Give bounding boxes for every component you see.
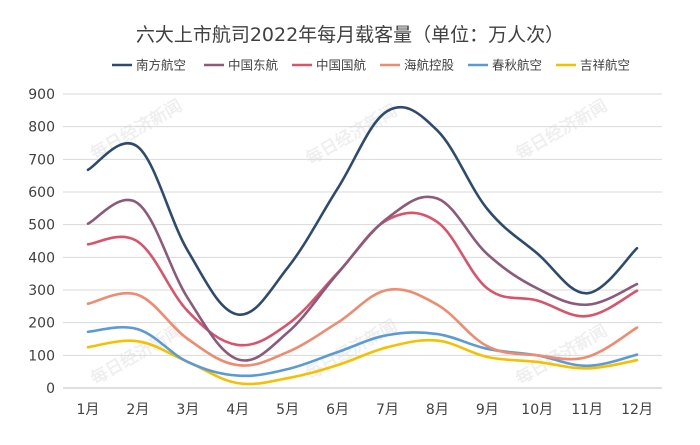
x-tick-label: 8月 xyxy=(426,402,449,418)
x-tick-label: 10月 xyxy=(521,402,553,418)
x-tick-label: 7月 xyxy=(376,402,399,418)
x-tick-label: 4月 xyxy=(226,402,249,418)
y-tick-label: 800 xyxy=(28,120,55,136)
legend-label: 中国东航 xyxy=(228,58,279,73)
series-line-海航控股 xyxy=(86,287,639,367)
x-tick-label: 12月 xyxy=(621,402,653,418)
legend-label: 海航控股 xyxy=(404,58,455,73)
x-tick-label: 1月 xyxy=(76,402,99,418)
y-tick-label: 600 xyxy=(28,185,55,201)
x-axis: 1月 2月 3月 4月 5月 6月 7月 8月 9月 10月 11月 12月 xyxy=(76,402,652,418)
y-tick-label: 500 xyxy=(28,218,55,234)
series-line-中国东航 xyxy=(86,195,639,362)
watermark-text: 每日经济新闻 xyxy=(87,95,186,164)
x-tick-label: 3月 xyxy=(176,402,199,418)
series-line-南方航空 xyxy=(86,105,639,316)
legend-item: 海航控股 xyxy=(380,58,455,73)
watermark-text: 每日经济新闻 xyxy=(512,95,611,164)
legend-label: 中国国航 xyxy=(316,58,367,73)
legend-label: 春秋航空 xyxy=(492,58,542,73)
chart-title: 六大上市航司2022年每月载客量（单位：万人次） xyxy=(136,24,564,46)
legend-item: 中国国航 xyxy=(292,58,367,73)
y-axis: 0 100 200 300 400 500 600 700 800 900 xyxy=(28,87,55,397)
y-tick-label: 700 xyxy=(28,152,55,168)
legend-item: 春秋航空 xyxy=(468,58,542,73)
legend-item: 中国东航 xyxy=(204,58,279,73)
legend-label: 南方航空 xyxy=(136,58,186,73)
y-tick-label: 900 xyxy=(28,87,55,103)
watermark-text: 每日经济新闻 xyxy=(302,315,401,384)
y-tick-label: 400 xyxy=(28,250,55,266)
y-tick-label: 300 xyxy=(28,283,55,299)
x-tick-label: 2月 xyxy=(126,402,149,418)
legend: 南方航空 中国东航 中国国航 海航控股 春秋航空 吉祥航空 xyxy=(112,58,630,73)
x-tick-label: 6月 xyxy=(326,402,349,418)
legend-label: 吉祥航空 xyxy=(580,58,630,73)
x-tick-label: 9月 xyxy=(476,402,499,418)
x-tick-label: 11月 xyxy=(571,402,603,418)
y-tick-label: 100 xyxy=(28,348,55,364)
legend-item: 南方航空 xyxy=(112,58,186,73)
legend-item: 吉祥航空 xyxy=(556,58,630,73)
y-tick-label: 200 xyxy=(28,316,55,332)
x-tick-label: 5月 xyxy=(276,402,299,418)
series-layer xyxy=(86,105,639,386)
y-tick-label: 0 xyxy=(46,381,55,397)
